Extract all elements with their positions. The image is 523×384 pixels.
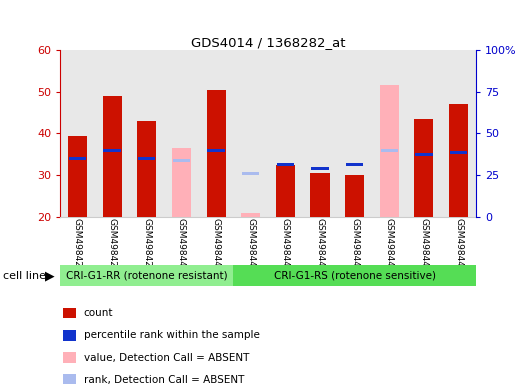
- Bar: [346, 163, 363, 166]
- Bar: [381, 149, 398, 152]
- Bar: [380, 85, 399, 217]
- Bar: [276, 165, 295, 217]
- Bar: [233, 50, 268, 217]
- Bar: [414, 119, 434, 217]
- Bar: [346, 163, 363, 166]
- Bar: [103, 96, 122, 217]
- Bar: [68, 136, 87, 217]
- Bar: [138, 157, 155, 160]
- Bar: [345, 175, 364, 217]
- Bar: [277, 163, 294, 166]
- Bar: [207, 89, 225, 217]
- Bar: [241, 213, 260, 217]
- Bar: [69, 157, 86, 160]
- Bar: [311, 173, 329, 217]
- Text: CRI-G1-RR (rotenone resistant): CRI-G1-RR (rotenone resistant): [66, 270, 228, 281]
- Bar: [303, 50, 337, 217]
- Bar: [137, 121, 156, 217]
- Bar: [95, 50, 129, 217]
- Bar: [311, 167, 328, 170]
- Bar: [380, 85, 399, 217]
- Bar: [415, 153, 433, 156]
- Bar: [129, 50, 164, 217]
- Bar: [450, 151, 467, 154]
- Text: rank, Detection Call = ABSENT: rank, Detection Call = ABSENT: [84, 375, 244, 384]
- Bar: [208, 149, 225, 152]
- Bar: [242, 172, 259, 175]
- Text: CRI-G1-RS (rotenone sensitive): CRI-G1-RS (rotenone sensitive): [274, 270, 436, 281]
- Bar: [199, 50, 233, 217]
- Bar: [104, 149, 121, 152]
- Bar: [138, 157, 155, 160]
- Bar: [337, 50, 372, 217]
- Bar: [173, 159, 190, 162]
- Bar: [407, 50, 441, 217]
- Bar: [276, 165, 295, 217]
- Bar: [311, 173, 329, 217]
- Text: percentile rank within the sample: percentile rank within the sample: [84, 330, 259, 340]
- Bar: [173, 159, 190, 162]
- Bar: [381, 149, 398, 152]
- Text: count: count: [84, 308, 113, 318]
- Bar: [242, 172, 259, 175]
- Bar: [449, 104, 468, 217]
- Text: value, Detection Call = ABSENT: value, Detection Call = ABSENT: [84, 353, 249, 362]
- Bar: [311, 167, 328, 170]
- Bar: [137, 121, 156, 217]
- Bar: [172, 148, 191, 217]
- Bar: [441, 50, 476, 217]
- Text: cell line: cell line: [3, 270, 46, 281]
- Bar: [172, 148, 191, 217]
- Bar: [268, 50, 303, 217]
- Title: GDS4014 / 1368282_at: GDS4014 / 1368282_at: [191, 36, 345, 49]
- Bar: [164, 50, 199, 217]
- Bar: [277, 163, 294, 166]
- Text: ▶: ▶: [45, 269, 54, 282]
- Bar: [68, 136, 87, 217]
- Bar: [449, 104, 468, 217]
- Bar: [241, 213, 260, 217]
- Bar: [104, 149, 121, 152]
- Bar: [414, 119, 434, 217]
- Bar: [207, 89, 225, 217]
- Bar: [450, 151, 467, 154]
- Bar: [60, 50, 95, 217]
- Bar: [345, 175, 364, 217]
- Bar: [415, 153, 433, 156]
- Bar: [103, 96, 122, 217]
- Bar: [372, 50, 407, 217]
- Bar: [69, 157, 86, 160]
- Bar: [208, 149, 225, 152]
